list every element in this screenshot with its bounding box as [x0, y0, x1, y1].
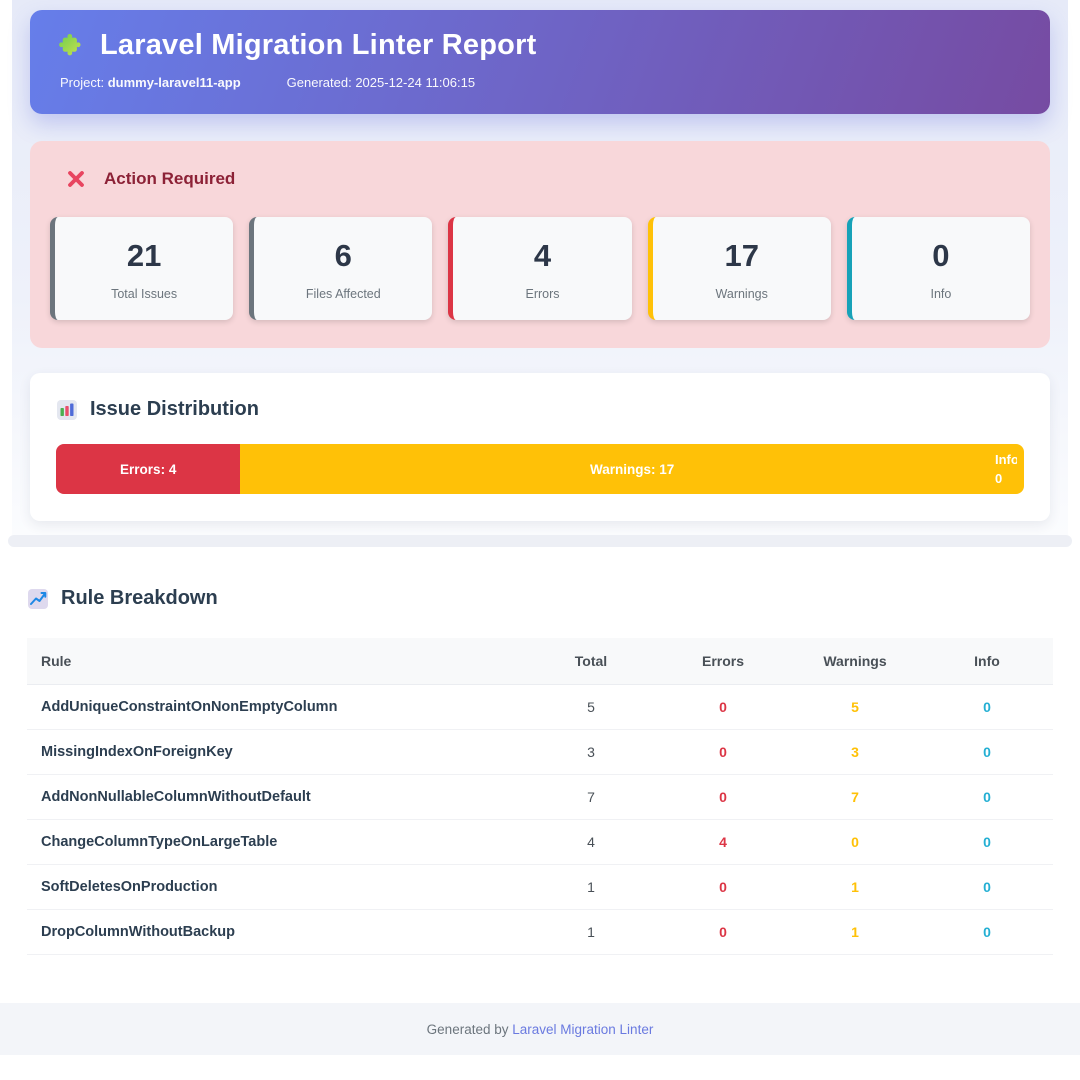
table-row-addnonnullablecolumnwithoutdefault: AddNonNullableColumnWithoutDefault 7 0 7 0: [27, 774, 1053, 820]
breakdown-title: Rule Breakdown: [61, 587, 218, 609]
rule-breakdown-section: Rule Breakdown Rule Total Errors Warnings In…: [0, 547, 1080, 1003]
cell-warnings: 1: [789, 909, 921, 955]
column-header-total: Total: [525, 638, 657, 685]
action-required-panel: Action Required 21 Total Issues 6 Files Aff…: [30, 141, 1050, 348]
issue-distribution-card: Issue Distribution Errors: 4 Warnings: 17…: [30, 373, 1050, 521]
table-row-missingindexonforeignkey: MissingIndexOnForeignKey 3 0 3 0: [27, 729, 1053, 775]
report-page: Laravel Migration Linter Report Project:…: [0, 0, 1080, 1055]
generated-meta: Generated: 2025-12-24 11:06:15: [286, 75, 476, 90]
bar-segment-errors: Errors: 4: [56, 444, 241, 494]
cell-rule: SoftDeletesOnProduction: [27, 864, 525, 910]
bar-segment-info: Info: 0: [995, 452, 1017, 486]
cell-info: 0: [921, 729, 1053, 775]
cell-total: 1: [525, 909, 657, 955]
stat-card-files-affected: 6 Files Affected: [249, 217, 433, 320]
table-row-softdeletesonproduction: SoftDeletesOnProduction 1 0 1 0: [27, 864, 1053, 910]
cell-total: 7: [525, 774, 657, 820]
cell-warnings: 3: [789, 729, 921, 775]
cell-info: 0: [921, 909, 1053, 955]
cell-warnings: 5: [789, 684, 921, 730]
report-footer: Generated by Laravel Migration Linter: [0, 1003, 1080, 1055]
report-meta: Project: dummy-laravel11-app Generated: …: [58, 75, 1022, 90]
cell-total: 3: [525, 729, 657, 775]
stat-value: 17: [724, 238, 759, 273]
table-row-adduniqueconstraintonnonemptycolumn: AddUniqueConstraintOnNonEmptyColumn 5 0 5 0: [27, 684, 1053, 730]
project-meta: Project: dummy-laravel11-app: [60, 75, 241, 90]
cell-warnings: 1: [789, 864, 921, 910]
stat-value: 0: [932, 238, 950, 273]
cell-info: 0: [921, 819, 1053, 865]
cell-errors: 4: [657, 819, 789, 865]
cell-errors: 0: [657, 864, 789, 910]
column-header-errors: Errors: [657, 638, 789, 685]
stat-value: 6: [334, 238, 352, 273]
cell-total: 1: [525, 864, 657, 910]
table-row-changecolumntypeonlargetable: ChangeColumnTypeOnLargeTable 4 4 0 0: [27, 819, 1053, 865]
column-header-rule: Rule: [27, 638, 525, 685]
alert-title: Action Required: [104, 169, 236, 188]
stat-card-warnings: 17 Warnings: [647, 217, 831, 320]
top-section: Laravel Migration Linter Report Project:…: [12, 0, 1068, 535]
cell-rule: ChangeColumnTypeOnLargeTable: [27, 819, 525, 865]
table-row-dropcolumnwithoutbackup: DropColumnWithoutBackup 1 0 1 0: [27, 909, 1053, 955]
laravel-migration-linter-link[interactable]: Laravel Migration Linter: [512, 1022, 654, 1037]
cell-total: 5: [525, 684, 657, 730]
stat-label: Files Affected: [305, 287, 381, 301]
summary-stats: 21 Total Issues 6 Files Affected 4 Errors 17 Wa…: [50, 217, 1031, 320]
stat-label: Errors: [525, 287, 560, 301]
line-chart-icon: [27, 588, 49, 610]
cell-info: 0: [921, 774, 1053, 820]
stat-card-errors: 4 Errors: [448, 217, 632, 320]
cell-errors: 0: [657, 909, 789, 955]
x-icon: [65, 168, 87, 190]
puzzle-icon: [58, 32, 85, 59]
rule-breakdown-table: Rule Total Errors Warnings Info AddUniqueCon…: [27, 638, 1053, 955]
cell-rule: AddUniqueConstraintOnNonEmptyColumn: [27, 684, 525, 730]
stat-label: Info: [930, 287, 952, 301]
cell-total: 4: [525, 819, 657, 865]
cell-rule: AddNonNullableColumnWithoutDefault: [27, 774, 525, 820]
cell-info: 0: [921, 864, 1053, 910]
bar-chart-icon: [56, 399, 78, 421]
page-title: Laravel Migration Linter Report: [100, 29, 537, 61]
column-header-warnings: Warnings: [789, 638, 921, 685]
stat-label: Total Issues: [111, 287, 178, 301]
cell-rule: DropColumnWithoutBackup: [27, 909, 525, 955]
generated-timestamp: 2025-12-24 11:06:15: [355, 75, 476, 90]
report-header: Laravel Migration Linter Report Project:…: [30, 10, 1050, 114]
cell-warnings: 7: [789, 774, 921, 820]
cell-info: 0: [921, 684, 1053, 730]
project-name: dummy-laravel11-app: [107, 75, 241, 90]
distribution-title: Issue Distribution: [90, 398, 259, 420]
cell-errors: 0: [657, 774, 789, 820]
table-header-row: Rule Total Errors Warnings Info: [27, 638, 1053, 685]
stat-card-info: 0 Info: [846, 217, 1031, 320]
section-divider: [8, 535, 1072, 547]
cell-rule: MissingIndexOnForeignKey: [27, 729, 525, 775]
stat-value: 4: [533, 238, 552, 273]
bar-segment-warnings: Warnings: 17: [240, 444, 1024, 494]
column-header-info: Info: [921, 638, 1053, 685]
cell-errors: 0: [657, 729, 789, 775]
cell-errors: 0: [657, 684, 789, 730]
footer-text: Generated by: [426, 1022, 509, 1037]
stat-label: Warnings: [715, 287, 768, 301]
cell-warnings: 0: [789, 819, 921, 865]
stat-value: 21: [126, 238, 162, 273]
stat-card-total-issues: 21 Total Issues: [50, 217, 234, 320]
